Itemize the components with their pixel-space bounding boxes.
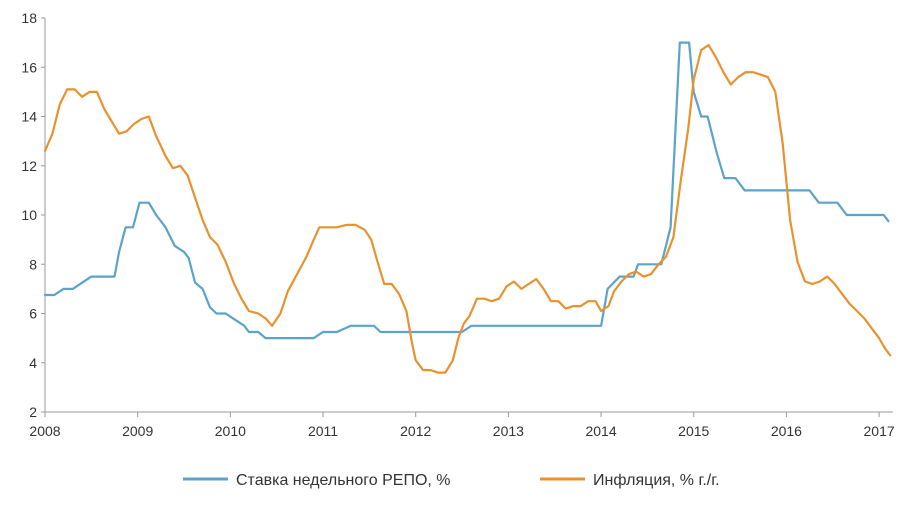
legend-label-inflation: Инфляция, % г./г.: [593, 472, 720, 489]
x-tick-label: 2016: [771, 423, 802, 439]
y-axis-ticks: 2 4 6 8 10 12 14 16 18: [21, 10, 45, 420]
x-tick-label: 2015: [678, 423, 709, 439]
y-tick-label: 10: [21, 207, 37, 223]
x-tick-label: 2010: [215, 423, 246, 439]
x-tick-label: 2013: [493, 423, 524, 439]
y-tick-label: 2: [29, 404, 37, 420]
repo-rate-line: [43, 41, 890, 340]
y-tick-label: 12: [21, 158, 37, 174]
y-tick-label: 6: [29, 306, 37, 322]
y-tick-label: 4: [29, 355, 37, 371]
x-tick-label: 2009: [122, 423, 153, 439]
x-tick-label: 2017: [864, 423, 895, 439]
legend-label-repo-rate: Ставка недельного РЕПО, %: [236, 472, 451, 489]
x-tick-label: 2008: [29, 423, 60, 439]
y-tick-label: 16: [21, 59, 37, 75]
legend: Ставка недельного РЕПО, % Инфляция, % г.…: [183, 472, 720, 489]
inflation-line: [43, 44, 892, 374]
x-tick-label: 2011: [308, 423, 338, 439]
y-tick-label: 18: [21, 10, 37, 26]
x-axis-ticks: 2008 2009 2010 2011 2012 2013 2014 2015 2016 2017: [29, 412, 895, 439]
x-tick-label: 2012: [400, 423, 431, 439]
x-tick-label: 2014: [585, 423, 616, 439]
series-lines: [43, 41, 892, 374]
y-tick-label: 8: [29, 256, 37, 272]
y-tick-label: 14: [21, 109, 37, 125]
